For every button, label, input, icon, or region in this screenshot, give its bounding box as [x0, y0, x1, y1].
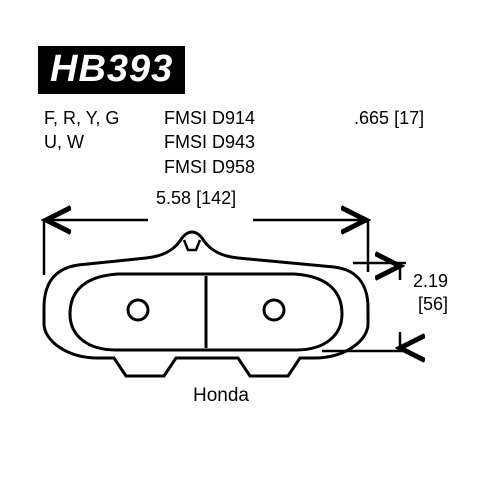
thickness-spec: .665 [17] [354, 106, 424, 179]
thickness-mm: [17] [394, 108, 424, 128]
specs-row: F, R, Y, G U, W FMSI D914 FMSI D943 FMSI… [44, 106, 500, 179]
height-inches: 2.19 [413, 270, 448, 293]
width-dimension-label: 5.58 [142] [156, 188, 236, 209]
part-number: HB393 [50, 48, 173, 90]
diagram-stage: 5.58 [142] 2.19 [56] Honda [38, 190, 458, 430]
part-number-banner: HB393 [38, 46, 185, 94]
clip-detail [184, 240, 200, 250]
width-mm: [142] [196, 188, 236, 208]
height-dimension-label: 2.19 [56] [413, 270, 448, 315]
fmsi-list: FMSI D914 FMSI D943 FMSI D958 [164, 106, 304, 179]
codes-line: F, R, Y, G [44, 106, 164, 130]
brand-label: Honda [193, 385, 249, 407]
fmsi-item: FMSI D958 [164, 155, 304, 179]
height-mm: [56] [413, 293, 448, 316]
fmsi-item: FMSI D943 [164, 130, 304, 154]
fmsi-item: FMSI D914 [164, 106, 304, 130]
compound-codes: F, R, Y, G U, W [44, 106, 164, 179]
rivet-hole [128, 300, 148, 320]
width-inches: 5.58 [156, 188, 191, 208]
codes-line: U, W [44, 130, 164, 154]
rivet-hole [264, 300, 284, 320]
thickness-inches: .665 [354, 108, 389, 128]
